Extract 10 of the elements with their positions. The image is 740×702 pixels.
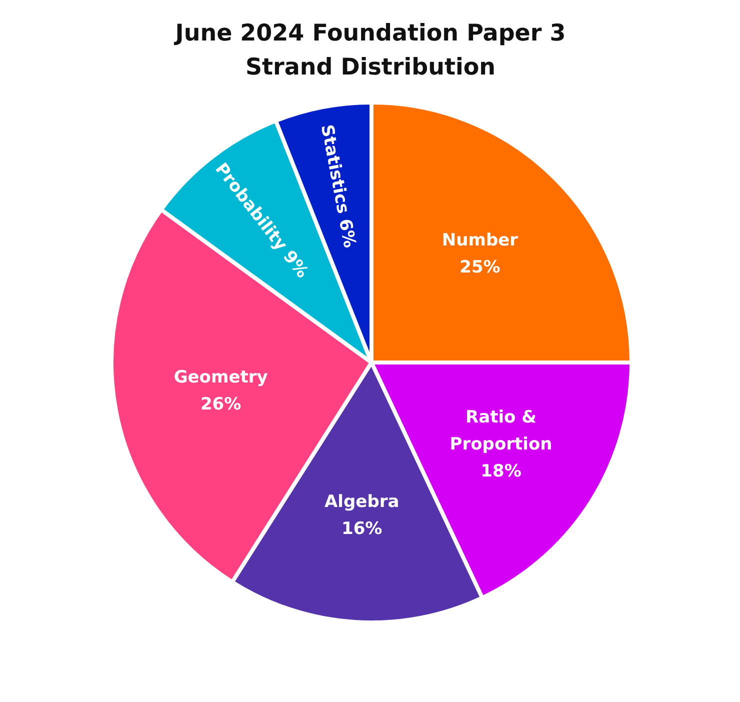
chart-title: June 2024 Foundation Paper 3 Strand Distribution xyxy=(173,20,566,80)
slice-label: Number xyxy=(442,230,519,251)
data-label: 18% xyxy=(480,462,522,482)
slice-label: Algebra xyxy=(324,492,400,512)
slice-label: Ratio & Proportion xyxy=(450,408,552,455)
slice-label: Geometry xyxy=(174,368,268,388)
data-label: 26% xyxy=(200,394,242,415)
slice-label: Statistics 6% xyxy=(316,123,360,250)
data-label: 25% xyxy=(460,258,500,278)
data-label: 16% xyxy=(342,519,382,540)
